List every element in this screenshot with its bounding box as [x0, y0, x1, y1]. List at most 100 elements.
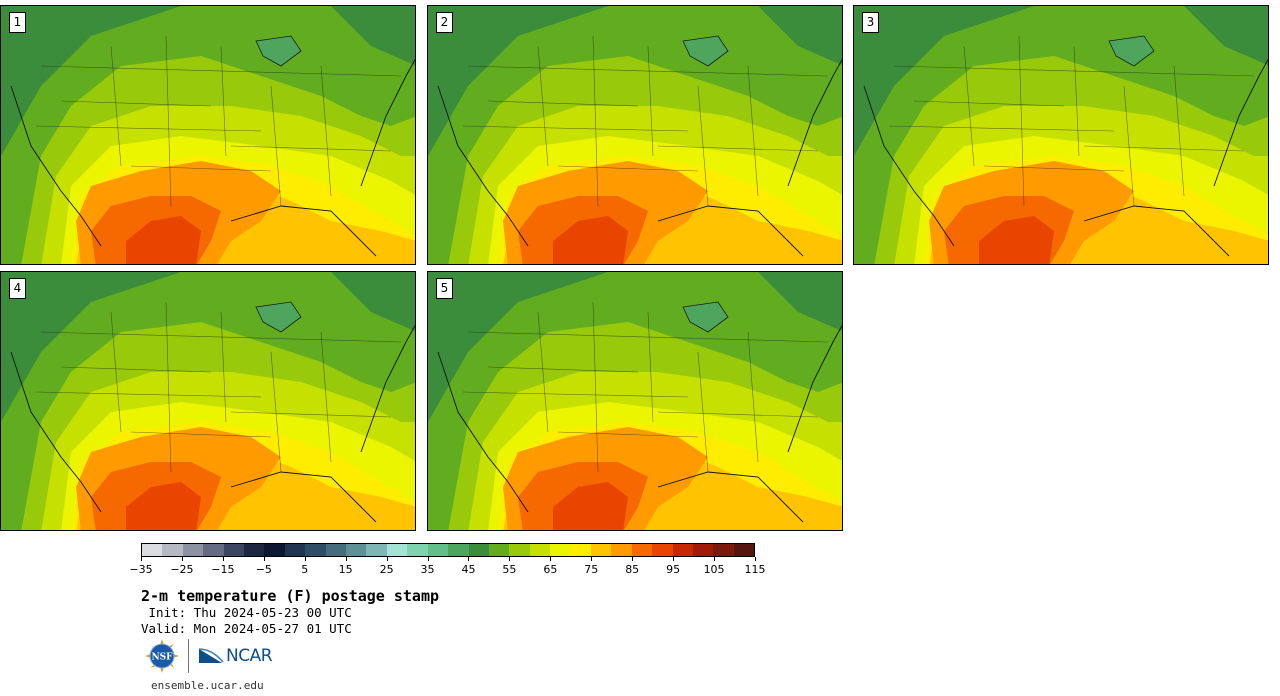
state-boundary: [60, 366, 212, 373]
colorbar-swatch: [386, 544, 408, 556]
state-boundary: [35, 391, 262, 398]
colorbar-tick-label: −25: [170, 563, 194, 576]
colorbar-tick: [345, 557, 347, 561]
state-boundary: [110, 45, 122, 167]
colorbar-swatch: [346, 544, 367, 556]
coastline: [863, 58, 1268, 257]
colorbar-swatch: [427, 544, 449, 556]
great-lakes: [1108, 35, 1155, 67]
great-lakes: [255, 301, 302, 333]
valid-time: Valid: Mon 2024-05-27 01 UTC: [141, 621, 352, 636]
colorbar-tick: [181, 557, 183, 561]
state-boundary: [462, 125, 689, 132]
temperature-map: [854, 6, 1268, 264]
colorbar-tick-label: −35: [129, 563, 153, 576]
state-boundary: [647, 311, 654, 423]
state-boundary: [1123, 85, 1135, 207]
colorbar-tick: [386, 557, 388, 561]
state-boundary: [467, 65, 829, 77]
colorbar-tick: [263, 557, 265, 561]
colorbar-tick-label: 55: [502, 563, 517, 576]
colorbar-tick: [755, 557, 756, 561]
colorbar-swatch: [611, 544, 632, 556]
state-boundary: [110, 311, 122, 433]
svg-text:NSF: NSF: [151, 653, 173, 663]
state-boundary: [697, 85, 709, 207]
colorbar-swatch: [488, 544, 510, 556]
colorbar-tick-label: 25: [379, 563, 394, 576]
colorbar-swatch: [631, 544, 653, 556]
stamp-label: 1: [9, 12, 26, 33]
state-boundary: [983, 165, 1125, 172]
state-boundary: [270, 85, 282, 207]
colorbar-swatch: [672, 544, 693, 556]
stamp-panel-4: 4: [0, 271, 416, 531]
stamp-label: 2: [436, 12, 453, 33]
state-boundary: [1083, 145, 1245, 152]
colorbar-swatch: [590, 544, 612, 556]
stamp-label: 3: [862, 12, 879, 33]
colorbar-tick-label: 85: [625, 563, 640, 576]
temperature-map: [428, 6, 842, 264]
state-boundary: [1173, 65, 1185, 197]
state-boundary: [462, 391, 689, 398]
state-boundary: [747, 65, 759, 197]
colorbar-swatch: [550, 544, 571, 556]
colorbar-swatch: [448, 544, 469, 556]
coastline: [10, 58, 415, 257]
colorbar-swatch: [264, 544, 285, 556]
colorbar-tick-label: 65: [543, 563, 558, 576]
colorbar-tick: [468, 557, 470, 561]
state-boundary: [1073, 45, 1080, 157]
state-boundary: [893, 65, 1255, 77]
colorbar-swatch: [284, 544, 306, 556]
colorbar-tick-label: −5: [255, 563, 272, 576]
colorbar-tick-label: 35: [420, 563, 435, 576]
state-boundary: [592, 301, 599, 473]
colorbar-swatch: [142, 544, 163, 556]
colorbar-swatch: [182, 544, 204, 556]
state-boundary: [888, 125, 1115, 132]
state-boundary: [747, 331, 759, 463]
colorbar-tick: [141, 557, 142, 561]
temperature-band: [979, 216, 1054, 264]
ncar-logo: NCAR: [198, 646, 273, 666]
state-boundary: [1018, 35, 1025, 207]
colorbar-tick: [304, 557, 306, 561]
state-boundary: [697, 351, 709, 473]
state-boundary: [130, 431, 272, 438]
state-boundary: [320, 65, 332, 197]
state-boundary: [130, 165, 272, 172]
state-boundary: [40, 65, 402, 77]
coastline: [437, 58, 842, 257]
great-lakes: [682, 301, 729, 333]
colorbar-tick-label: 15: [338, 563, 353, 576]
state-boundary: [35, 125, 262, 132]
great-lakes: [255, 35, 302, 67]
colorbar-tick: [222, 557, 224, 561]
colorbar: [141, 543, 755, 557]
colorbar-swatch: [468, 544, 489, 556]
colorbar-tick-label: 75: [584, 563, 599, 576]
colorbar-tick-label: 95: [666, 563, 681, 576]
temperature-band: [553, 482, 628, 530]
colorbar-tick-label: 105: [703, 563, 725, 576]
stamp-label: 5: [436, 278, 453, 299]
state-boundary: [592, 35, 599, 207]
state-boundary: [467, 331, 829, 343]
colorbar-tick-label: 5: [301, 563, 309, 576]
stamp-panel-3: 3: [853, 5, 1269, 265]
colorbar-tick: [591, 557, 593, 561]
state-boundary: [913, 100, 1065, 107]
colorbar-tick: [509, 557, 511, 561]
colorbar-swatch: [223, 544, 245, 556]
colorbar-tick: [714, 557, 716, 561]
great-lakes: [682, 35, 729, 67]
colorbar-tick: [632, 557, 634, 561]
state-boundary: [647, 45, 654, 157]
ncar-logo-text: NCAR: [226, 646, 273, 666]
stamp-panel-1: 1: [0, 5, 416, 265]
colorbar-swatch: [366, 544, 387, 556]
state-boundary: [230, 411, 392, 418]
colorbar-tick-label: 45: [461, 563, 476, 576]
